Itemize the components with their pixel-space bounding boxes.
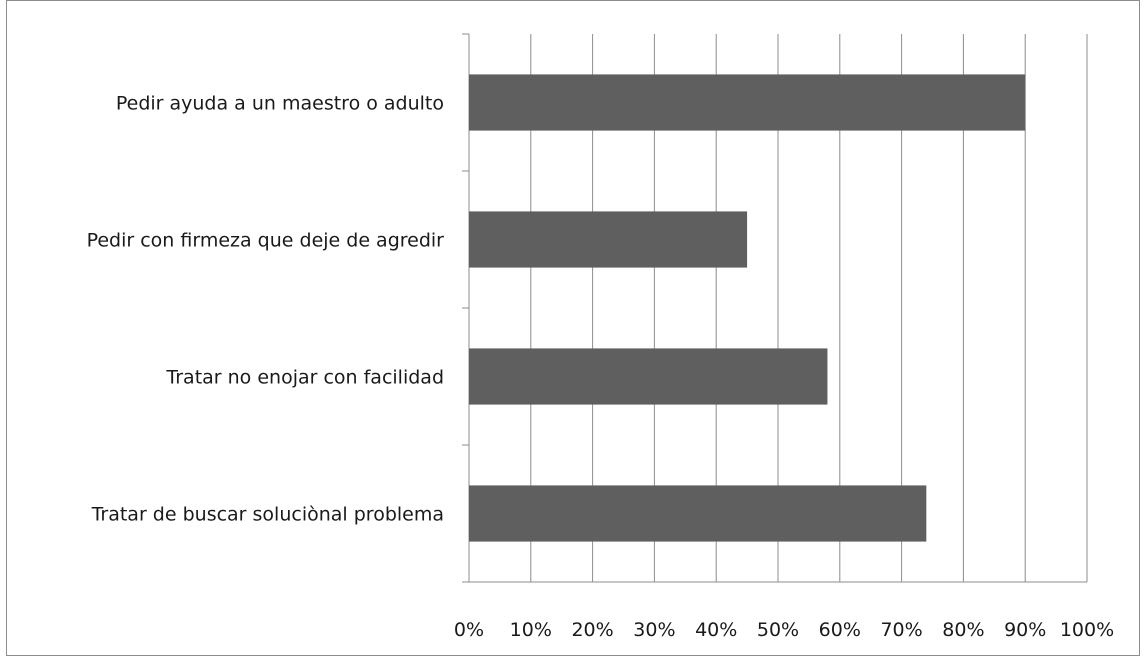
tick-labels: 0% 10% 20% 30% 40% 50% 60% 70% 80% 90% 100% Pedir a…: [87, 93, 1115, 642]
bars: [469, 74, 1026, 542]
x-tick-label: 20%: [571, 619, 613, 641]
y-tick-label: Pedir con firmeza que deje de agredir: [87, 230, 445, 252]
chart-frame: [6, 0, 1140, 656]
bar: [469, 348, 828, 405]
y-tick-label: Tratar de buscar soluciònal problema: [91, 504, 444, 526]
bar: [469, 211, 748, 268]
y-tick-label: Pedir ayuda a un maestro o adulto: [116, 93, 444, 115]
x-tick-label: 50%: [757, 619, 799, 641]
x-tick-label: 70%: [880, 619, 922, 641]
bar: [469, 485, 927, 542]
x-tick-label: 30%: [633, 619, 675, 641]
x-tick-label: 90%: [1004, 619, 1046, 641]
x-tick-label: 60%: [819, 619, 861, 641]
x-tick-label: 0%: [454, 619, 484, 641]
x-tick-label: 100%: [1060, 619, 1114, 641]
x-tick-label: 10%: [510, 619, 552, 641]
bar: [469, 74, 1026, 131]
x-tick-label: 80%: [942, 619, 984, 641]
y-tick-label: Tratar no enojar con facilidad: [165, 367, 444, 389]
x-tick-label: 40%: [695, 619, 737, 641]
